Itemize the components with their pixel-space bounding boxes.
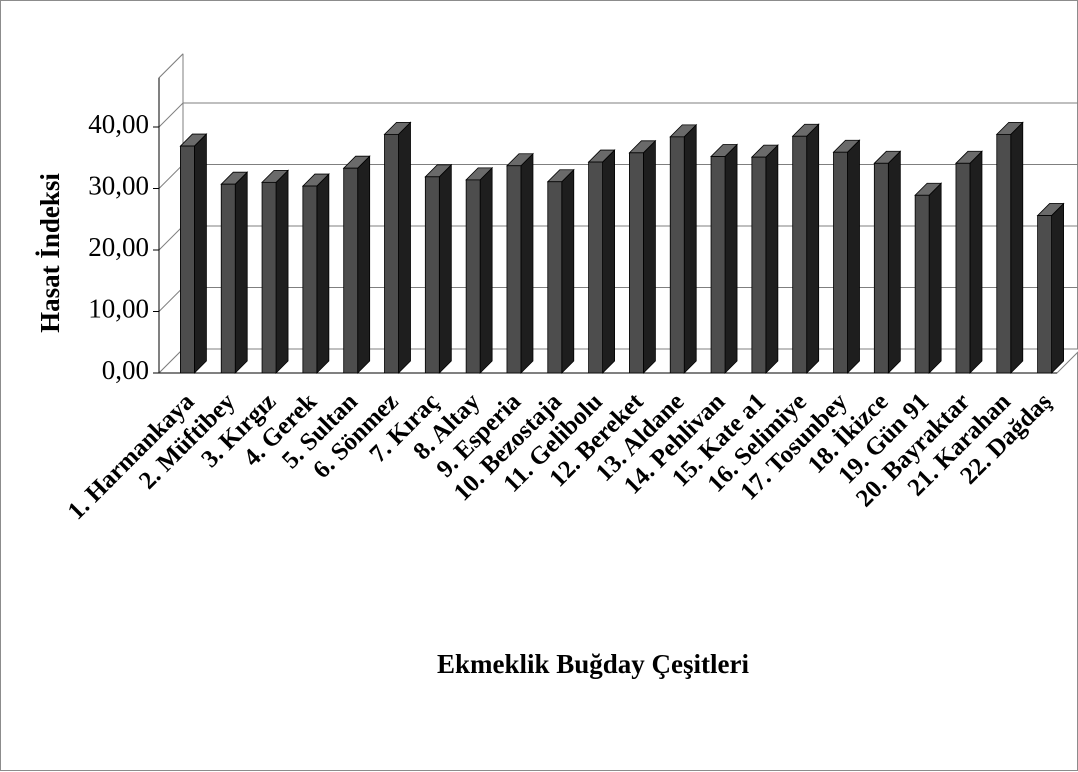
bar-side [765,144,779,374]
bar-side [479,166,493,374]
bar-front [588,161,603,374]
bar-side [806,123,820,374]
bar-front [710,156,726,374]
bar [505,152,534,374]
y-tick-label: 10,00 [88,294,149,324]
y-tick-labels: 0,00 10,00 20,00 30,00 40,00 [88,109,159,385]
bar-front [751,156,767,374]
bar [995,121,1024,374]
bar-front [669,136,685,374]
bar-front [914,194,930,374]
bar-side [194,133,207,374]
bar-side [1010,121,1024,374]
bar-side [1051,202,1064,374]
bar [465,166,494,374]
bar [710,143,739,374]
bar-side [847,139,860,374]
bar-front [180,145,195,374]
bar [914,182,943,374]
bar [179,133,208,374]
y-tick-label: 20,00 [88,232,149,262]
bar-side [520,152,534,374]
bar-front [261,181,277,374]
bar [587,149,616,374]
y-tick-label: 30,00 [88,171,149,201]
bar-side [724,143,738,374]
bar-side [969,150,983,374]
bar-front [547,181,563,374]
bar [791,123,820,374]
bar-side [887,150,901,374]
bar-side [643,139,656,374]
gridline-depth [158,164,184,189]
bar-side [438,163,452,374]
y-tick-label: 0,00 [102,355,149,385]
gridline-depth [158,287,184,312]
bar-front [506,165,522,374]
bar-side [561,168,575,374]
bar-front [424,176,440,374]
bar [873,150,902,374]
bar [628,139,657,374]
x-axis-label: Ekmeklik Buğday Çeşitleri [437,649,750,679]
gridline-depth [158,102,184,128]
y-tick-label: 40,00 [88,109,149,139]
gridline-depth [158,225,184,251]
bar [261,169,290,374]
bar-front [629,152,644,374]
bar-side [316,173,330,374]
bar-side [683,123,697,374]
bar [954,150,983,374]
bar-front [873,162,889,374]
bar [669,123,698,374]
y-axis-label: Hasat İndeksi [35,173,65,333]
bar [301,173,330,374]
bar [220,171,249,374]
wall-top-edge [158,53,184,79]
bar-side [357,155,371,374]
bar-front [1037,215,1052,374]
bar [383,121,412,374]
bar-side [602,149,615,374]
bar [1036,202,1065,374]
bar-side [275,169,289,374]
bar [750,144,779,374]
bar [832,139,861,374]
bar [546,168,575,374]
bar [424,163,453,374]
bar [342,155,371,374]
bar-side [398,121,411,374]
bar-front [302,185,318,374]
bar-front [996,133,1012,374]
bar-front [833,151,848,374]
bar-front [384,133,399,374]
bar-front [220,183,236,374]
bar-side [234,171,248,374]
bar-front [955,162,971,374]
bar-front [792,135,808,374]
bar-front [343,167,359,374]
bar-side [928,182,942,374]
bar-front [465,179,481,374]
bars-layer [179,121,1065,374]
